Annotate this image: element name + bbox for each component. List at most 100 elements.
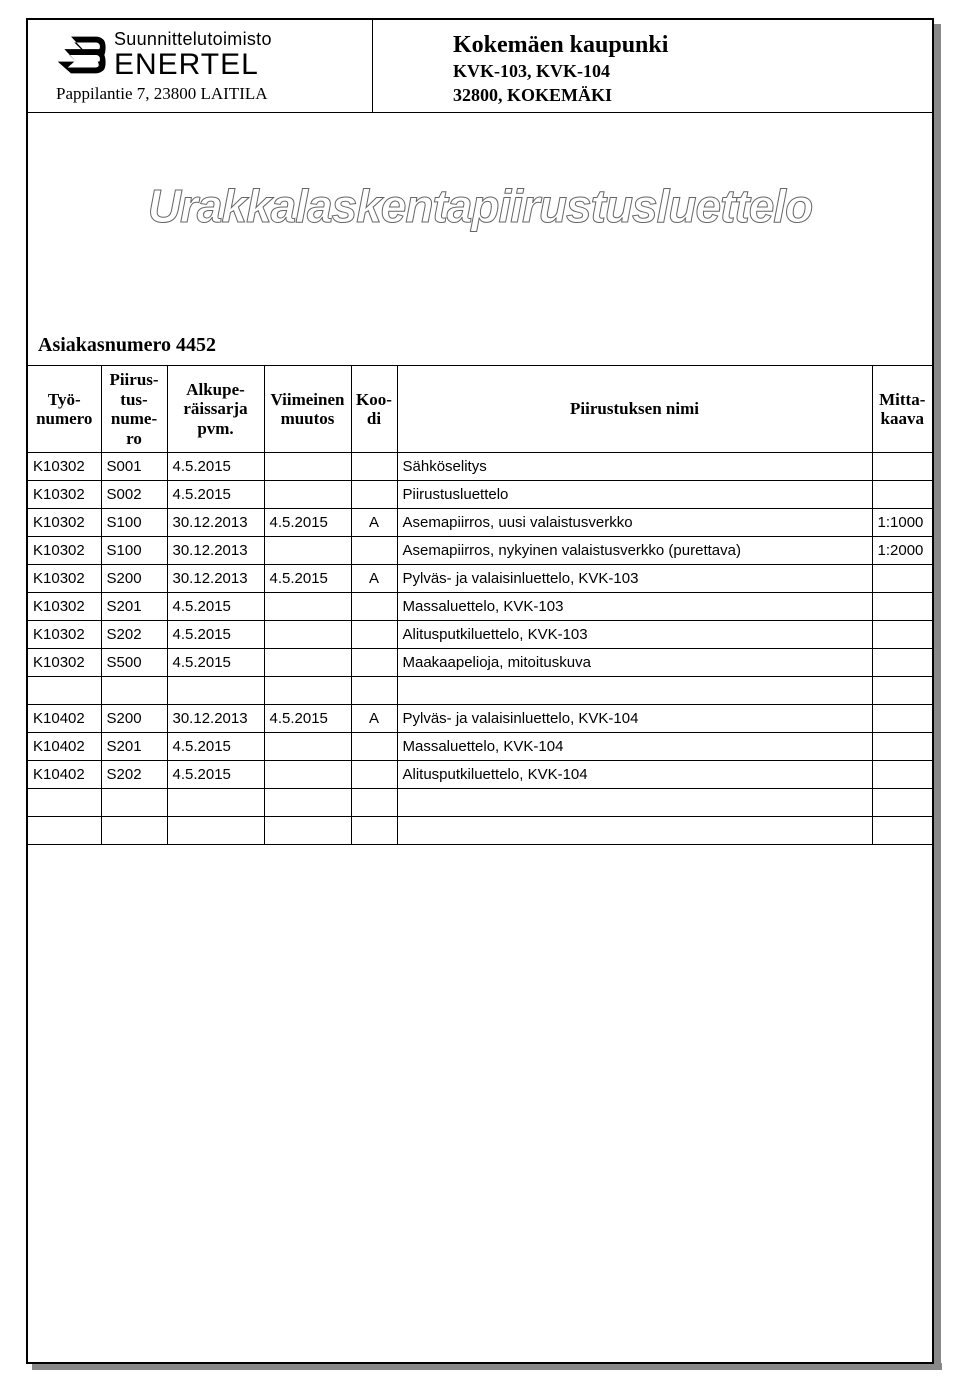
cell-koodi (351, 481, 397, 509)
cell-piir: S100 (101, 537, 167, 565)
col-header-alku: Alkupe-räissarjapvm. (167, 366, 264, 453)
cell-alku: 30.12.2013 (167, 705, 264, 733)
logo-row: Suunnittelutoimisto ENERTEL (32, 30, 368, 80)
cell-koodi (351, 453, 397, 481)
cell-alku (167, 817, 264, 845)
col-header-koodi: Koo-di (351, 366, 397, 453)
cell-koodi: A (351, 509, 397, 537)
cell-alku: 4.5.2015 (167, 649, 264, 677)
client-line-2: KVK-103, KVK-104 (453, 59, 932, 83)
cell-alku: 30.12.2013 (167, 537, 264, 565)
cell-piir (101, 817, 167, 845)
cell-nimi (397, 789, 872, 817)
cell-alku: 4.5.2015 (167, 733, 264, 761)
cell-viim: 4.5.2015 (264, 565, 351, 593)
cell-piir: S201 (101, 733, 167, 761)
cell-piir: S100 (101, 509, 167, 537)
cell-mitta (872, 649, 932, 677)
page: Suunnittelutoimisto ENERTEL Pappilantie … (0, 0, 960, 1394)
cell-viim (264, 481, 351, 509)
cell-tyo: K10302 (28, 649, 101, 677)
cell-koodi (351, 817, 397, 845)
cell-tyo: K10302 (28, 621, 101, 649)
cell-mitta: 1:1000 (872, 509, 932, 537)
cell-piir: S200 (101, 565, 167, 593)
cell-nimi: Sähköselitys (397, 453, 872, 481)
cell-koodi (351, 537, 397, 565)
table-row: K10302S5004.5.2015Maakaapelioja, mitoitu… (28, 649, 932, 677)
cell-mitta (872, 481, 932, 509)
table-row: K10302S10030.12.20134.5.2015AAsemapiirro… (28, 509, 932, 537)
cell-viim (264, 453, 351, 481)
cell-mitta (872, 817, 932, 845)
cell-piir (101, 789, 167, 817)
wordart-title: Urakkalaskentapiirustusluettelo (28, 183, 932, 229)
frame-shadow-right (934, 24, 941, 1370)
cell-alku: 4.5.2015 (167, 761, 264, 789)
cell-viim: 4.5.2015 (264, 509, 351, 537)
cell-piir: S201 (101, 593, 167, 621)
cell-tyo: K10302 (28, 593, 101, 621)
cell-nimi (397, 677, 872, 705)
table-row: K10302S0014.5.2015Sähköselitys (28, 453, 932, 481)
cell-nimi: Massaluettelo, KVK-103 (397, 593, 872, 621)
cell-viim (264, 677, 351, 705)
cell-alku: 4.5.2015 (167, 621, 264, 649)
cell-koodi (351, 677, 397, 705)
cell-nimi: Alitusputkiluettelo, KVK-104 (397, 761, 872, 789)
cell-tyo (28, 677, 101, 705)
cell-alku (167, 789, 264, 817)
cell-mitta (872, 677, 932, 705)
enertel-logo-icon (56, 34, 106, 76)
cell-tyo: K10302 (28, 509, 101, 537)
cell-koodi (351, 593, 397, 621)
table-row: K10402S20030.12.20134.5.2015APylväs- ja … (28, 705, 932, 733)
cell-mitta (872, 705, 932, 733)
cell-mitta (872, 733, 932, 761)
cell-mitta (872, 789, 932, 817)
header-row: Suunnittelutoimisto ENERTEL Pappilantie … (28, 20, 932, 113)
cell-nimi: Pylväs- ja valaisinluettelo, KVK-103 (397, 565, 872, 593)
company-address: Pappilantie 7, 23800 LAITILA (32, 84, 368, 104)
cell-tyo: K10402 (28, 705, 101, 733)
cell-tyo (28, 817, 101, 845)
cell-viim (264, 789, 351, 817)
cell-viim (264, 593, 351, 621)
table-row: K10302S2024.5.2015Alitusputkiluettelo, K… (28, 621, 932, 649)
cell-nimi (397, 817, 872, 845)
cell-alku: 4.5.2015 (167, 593, 264, 621)
cell-mitta (872, 593, 932, 621)
cell-mitta: 1:2000 (872, 537, 932, 565)
cell-tyo: K10302 (28, 565, 101, 593)
cell-alku: 30.12.2013 (167, 565, 264, 593)
cell-koodi (351, 789, 397, 817)
col-header-nimi: Piirustuksen nimi (397, 366, 872, 453)
cell-viim: 4.5.2015 (264, 705, 351, 733)
cell-mitta (872, 565, 932, 593)
cell-nimi: Asemapiirros, nykyinen valaistusverkko (… (397, 537, 872, 565)
cell-alku (167, 677, 264, 705)
header-left: Suunnittelutoimisto ENERTEL Pappilantie … (28, 20, 373, 112)
col-header-piir: Piirus-tus-nume-ro (101, 366, 167, 453)
cell-nimi: Maakaapelioja, mitoituskuva (397, 649, 872, 677)
cell-viim (264, 649, 351, 677)
cell-viim (264, 537, 351, 565)
cell-tyo: K10402 (28, 733, 101, 761)
cell-piir: S202 (101, 761, 167, 789)
table-row: K10302S2014.5.2015 Massaluettelo, KVK-103 (28, 593, 932, 621)
col-header-tyo: Työ-numero (28, 366, 101, 453)
col-header-mitta: Mitta-kaava (872, 366, 932, 453)
cell-alku: 30.12.2013 (167, 509, 264, 537)
table-row (28, 677, 932, 705)
cell-piir: S001 (101, 453, 167, 481)
cell-viim (264, 817, 351, 845)
frame-shadow-bottom (32, 1363, 942, 1370)
cell-viim (264, 733, 351, 761)
cell-piir: S202 (101, 621, 167, 649)
table-row: K10302S20030.12.20134.5.2015APylväs- ja … (28, 565, 932, 593)
logo-text: Suunnittelutoimisto ENERTEL (114, 30, 272, 80)
cell-koodi (351, 733, 397, 761)
cell-nimi: Asemapiirros, uusi valaistusverkko (397, 509, 872, 537)
client-name: Kokemäen kaupunki (453, 32, 932, 59)
cell-nimi: Pylväs- ja valaisinluettelo, KVK-104 (397, 705, 872, 733)
